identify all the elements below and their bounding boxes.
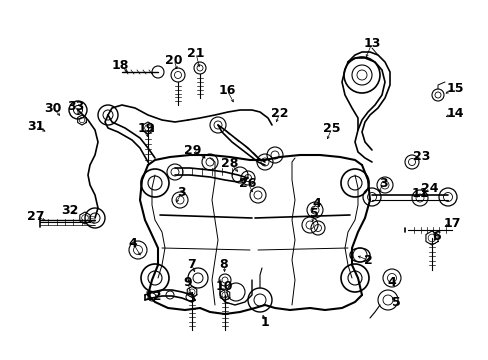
Text: 11: 11 [410,186,428,199]
Text: 8: 8 [219,258,228,271]
Text: 23: 23 [412,149,430,162]
Text: 32: 32 [61,203,79,216]
Text: 16: 16 [218,84,235,96]
Text: 19: 19 [137,122,154,135]
Text: 4: 4 [128,237,137,249]
Text: 6: 6 [432,230,440,243]
Text: 28: 28 [221,157,238,170]
Text: 22: 22 [271,107,288,120]
Text: 12: 12 [144,289,162,302]
Text: 4: 4 [387,275,396,288]
Text: 13: 13 [363,36,380,50]
Text: 24: 24 [420,181,438,194]
Text: 4: 4 [312,197,321,210]
Text: 2: 2 [363,253,372,266]
Text: 31: 31 [27,120,44,132]
Text: 5: 5 [309,207,318,220]
Text: 5: 5 [391,296,400,309]
Text: 3: 3 [378,176,386,189]
Text: 25: 25 [323,122,340,135]
Text: 29: 29 [184,144,201,157]
Text: 1: 1 [260,315,269,328]
Text: 33: 33 [67,99,84,113]
Text: 20: 20 [165,54,183,67]
Text: 30: 30 [44,102,61,114]
Text: 18: 18 [111,59,128,72]
Text: 14: 14 [446,107,463,120]
Text: 26: 26 [239,176,256,189]
Text: 10: 10 [215,279,232,292]
Text: 3: 3 [177,185,186,198]
Text: 9: 9 [183,276,192,289]
Text: 15: 15 [446,81,463,95]
Text: 27: 27 [27,210,45,222]
Text: 21: 21 [187,46,204,59]
Text: 17: 17 [442,216,460,230]
Text: 7: 7 [187,258,196,271]
